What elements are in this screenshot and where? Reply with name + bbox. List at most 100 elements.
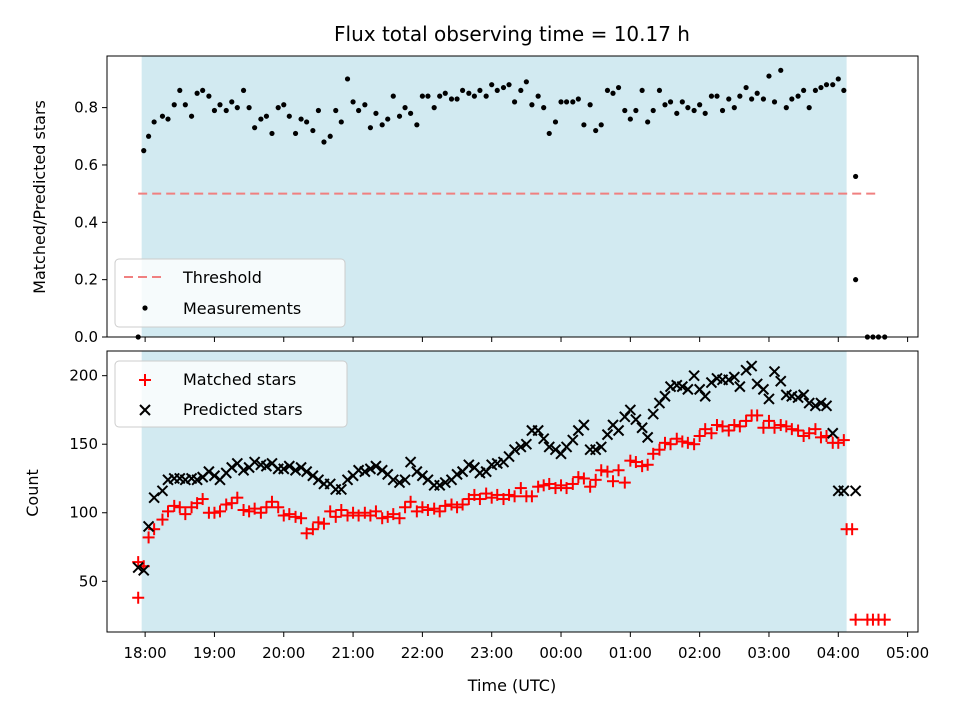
measurement-point [662,102,668,108]
matched-star-point [272,501,285,514]
measurement-point [425,93,431,99]
predicted-star-point [132,561,144,574]
y-tick-label: 50 [79,572,98,590]
predicted-star-point [659,390,671,402]
matched-star-point [317,517,330,530]
matched-star-point [503,488,516,501]
matched-star-point [514,482,527,495]
matched-star-point [549,482,562,495]
predicted-star-point [734,380,746,393]
predicted-star-point [838,485,850,497]
measurement-point [622,107,628,114]
measurement-point [304,119,310,125]
matched-star-point [283,508,296,521]
measurement-point [835,76,841,82]
measurement-point [315,107,322,114]
matched-star-point [849,613,862,626]
matched-star-point [456,498,469,511]
matched-star-point [428,502,441,515]
matched-star-point [878,613,891,626]
measurement-point [795,93,801,99]
matched-star-point [681,436,694,449]
top-y-ticks: 0.0 0.2 0.4 0.6 0.8 [74,99,107,346]
predicted-star-point [142,520,155,533]
measurement-point [518,87,524,94]
predicted-star-point [567,434,579,446]
measurement-point [830,82,836,88]
matched-star-point [612,464,625,477]
x-tick-label: 21:00 [331,644,374,662]
measurement-point [529,102,535,108]
bottom-legend: Matched stars Predicted stars [114,360,348,428]
matched-star-point [525,490,538,503]
matched-star-point [676,435,689,448]
measurement-point [656,87,663,94]
x-tick-label: 02:00 [678,644,721,662]
matched-star-point [785,423,798,436]
predicted-star-point [549,443,562,456]
measurement-point [477,87,483,94]
x-tick-label: 03:00 [747,644,790,662]
measurement-point [188,113,195,119]
matched-star-point [780,420,793,433]
matched-star-point [532,480,545,493]
chart-title: Flux total observing time = 10.17 h [334,22,690,46]
measurement-point [344,76,351,82]
measurement-point [240,87,247,94]
measurement-point [229,99,235,105]
measurement-point [645,119,651,125]
matched-star-point [589,473,602,486]
measurement-point [667,99,674,105]
measurement-point [639,87,645,94]
matched-star-point [710,419,723,432]
measurement-point [650,107,656,114]
predicted-star-point [740,364,752,376]
top-legend: Threshold Measurements [114,258,346,328]
matched-star-point [260,501,273,514]
measurement-point [171,102,177,108]
matched-star-point [728,419,741,432]
predicted-star-point [803,397,815,409]
predicted-star-point [335,483,347,496]
matched-star-point [601,465,614,478]
predicted-star-point [307,470,319,482]
measurement-point [587,102,593,108]
legend-predicted-swatch [139,404,151,416]
matched-star-point [265,495,278,508]
legend-matched-label: Matched stars [183,370,296,389]
measurement-point [466,90,472,96]
legend-threshold-label: Threshold [182,268,262,287]
matched-star-point [508,490,521,503]
measurement-point [151,119,157,125]
matched-star-point [156,513,169,526]
measurement-point [263,113,270,119]
matched-star-point [577,472,590,485]
matched-star-point [243,505,256,518]
predicted-star-point [520,438,533,450]
matched-star-point [358,506,371,519]
matched-star-point [196,493,209,506]
x-tick-label: 00:00 [539,644,582,662]
matched-star-point [595,464,608,477]
measurement-point [408,110,414,116]
predicted-star-point [260,460,273,472]
predicted-star-point [815,397,827,409]
matched-star-point [792,424,805,437]
measurement-point [708,93,715,99]
predicted-star-point [148,491,160,504]
matched-star-point [399,501,412,514]
matched-star-point [277,509,290,522]
predicted-star-point [278,463,290,475]
matched-star-point [295,512,308,525]
predicted-star-point [849,485,862,497]
measurement-point [211,107,218,114]
matched-star-point [751,409,764,422]
matched-star-point [722,424,735,437]
predicted-star-point [676,380,689,393]
matched-star-point [347,506,360,519]
measurement-point [575,96,581,102]
x-axis-label: Time (UTC) [467,676,556,695]
matched-star-point [618,476,631,489]
measurement-point [823,82,830,88]
x-tick-label: 18:00 [124,644,167,662]
